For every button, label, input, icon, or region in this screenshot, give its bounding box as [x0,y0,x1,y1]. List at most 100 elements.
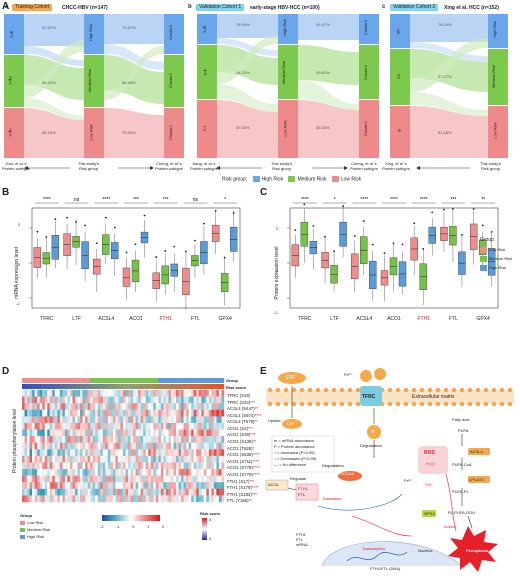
c-left-label-1: SIII [395,28,401,35]
a-right-label-3: Cluster1 [167,125,173,140]
tf-circle-1 [360,370,372,382]
b-pct-right-2: 59.62% [316,70,330,75]
a-pct-right-3: 79.39% [122,130,136,135]
b-sub-letter: b [188,4,192,10]
e-fth1: FTH1 [298,486,308,491]
a-right-node-1 [164,14,184,54]
b-mid-label-2: Medium Risk [281,60,287,85]
risk-legend-medium: Medium Risk [297,176,327,183]
d-group-legend-title: Group [20,513,32,518]
c-legend-high: High Risk [489,265,507,270]
e-fe2: Fe²⁺ [404,478,413,483]
e-translation: Translation [322,496,342,501]
b-right-label-2: Cluster2 [362,65,368,80]
risk-legend-title: Risk group: [222,176,248,183]
d-row-label-5: ACO1 (S2)*** [227,425,254,431]
dna-strand [346,551,408,562]
sig-label-4: *** [163,197,169,203]
a-right-node-2 [164,55,184,107]
a-bottom-mid: This study's Risk group [78,161,99,171]
d-row-label-9: ACO1 (S638)**** [227,452,260,458]
e-ltf: LTF [286,375,295,381]
ferritin-box [295,483,319,501]
d-risk-gradient [202,518,207,540]
c-group-legend: Group Low Risk Medium Risk High Risk [480,236,512,272]
ferroptosis-burst [448,526,498,572]
gene-label-gpx4: GPX4 [476,316,490,322]
gene-label-aco1: ACO1 [129,316,143,322]
risk-group-legend: Risk group: High Risk Medium Risk Low Ri… [222,176,361,182]
a-pct-right-1: 72.97% [122,25,136,30]
b-left-label-3: S-Ⅰ [202,125,208,132]
d-risk-hi: 3 [209,517,212,522]
e-ros: ROS [424,450,435,456]
c-ytick-top: 2 [276,226,279,231]
sig-label-2: **** [360,197,368,203]
c-sub-letter: c [382,4,386,10]
a-pct-right-2: 66.48% [122,80,136,85]
c-pct-3: 91.18% [438,130,452,135]
c-cohort-tag: Validation Cohort 2 [390,4,439,11]
tf-internal [367,425,381,439]
b-pct-right-3: 83.33% [316,125,330,130]
d-legend-medium: Medium Risk [27,527,51,532]
e-pufapl: PUFA-PL [452,489,469,494]
sig-label-6: ** [481,197,485,203]
d-row-label-11: ACO1 (S778)**** [227,465,260,471]
c-bottom-left: Xing, et al.'s Protein subtype [382,161,410,171]
c-pct-2: 47.27% [438,74,452,79]
a-left-label-1: S-Ⅲ [8,31,14,38]
e-h2o2: H₂O₂ [426,461,436,466]
b-cohort-name: early-stage HBV-HCC (n=100) [250,5,320,11]
b-ytick-bot: -2 [16,301,20,306]
panel-c-boxplot: ****TFRC*LTF****ACSL4****ACO1****FTH1***… [287,197,499,322]
d-group-legend: Group Low Risk Medium Risk High Risk [20,512,50,540]
gene-label-acsl4: ACSL4 [98,316,114,322]
sig-label-4: **** [420,197,428,203]
ncoa4-shape [338,471,362,481]
d-row-label-14: FTH1 (S179)**** [227,485,259,491]
d-row-label-8: ACO1 (T628)* [227,445,255,451]
d-row-label-4: ACSL4 (T679)** [227,419,258,425]
a-pct-left-2: 53.42% [42,80,56,85]
a-pct-left-1: 67.57% [42,25,56,30]
sig-label-1: ns [74,197,80,203]
lpcat3-tag [468,476,490,483]
sig-label-6: * [224,197,226,203]
e-degradation-2: Degradation [322,463,344,468]
sig-label-2: **** [102,197,110,203]
gene-label-fth1: FTH1 [159,316,172,322]
a-left-node-2 [4,55,24,107]
e-plooh: PL-PUFA-OOH [448,510,476,515]
d-row-label-7: ACO1 (S138)** [227,439,257,445]
b-pct-left-1: 75.00% [236,22,250,27]
sig-label-0: **** [301,197,309,203]
e-gpx4: GPX4 [424,511,435,516]
e-ltf-inner: LTF [287,421,294,426]
a-right-label-2: Cluster2 [167,73,173,88]
a-left-label-2: S-Ⅱa [7,76,13,85]
e-ftl: FTL [298,492,306,497]
panel-e-pathway [265,368,514,572]
tf-circle-2 [374,368,386,380]
b-right-label-3: Cluster1 [362,121,368,136]
panel-d-heatmap [22,378,225,503]
e-tf-1: TF [356,374,361,379]
c-legend-medium: Medium Risk [489,256,513,261]
a-mid-node-3 [84,108,104,158]
d-row-label-6: ACO1 (S30)*** [227,432,256,438]
aco1-box [265,479,289,491]
a-right-node-3 [164,108,184,158]
b-bottom-left: Jiang, et al.'s Protein subtype [190,161,218,171]
gene-label-ltf: LTF [330,316,339,322]
a-bottom-right: Cheng, et al.'s Protein subtype [155,161,183,171]
c-mid-label-3: Low Risk [492,122,498,139]
c-ytick-bot: -2 [274,310,278,315]
a-mid-label-3: Low Risk [88,124,94,141]
gene-label-gpx4: GPX4 [218,316,232,322]
e-tfrc: TFRC [362,394,376,400]
gene-label-ftl: FTL [449,316,458,322]
a-sub-letter: a [5,4,9,10]
a-mid-node-1 [84,14,104,54]
d-risk-lo: 0 [209,536,212,541]
